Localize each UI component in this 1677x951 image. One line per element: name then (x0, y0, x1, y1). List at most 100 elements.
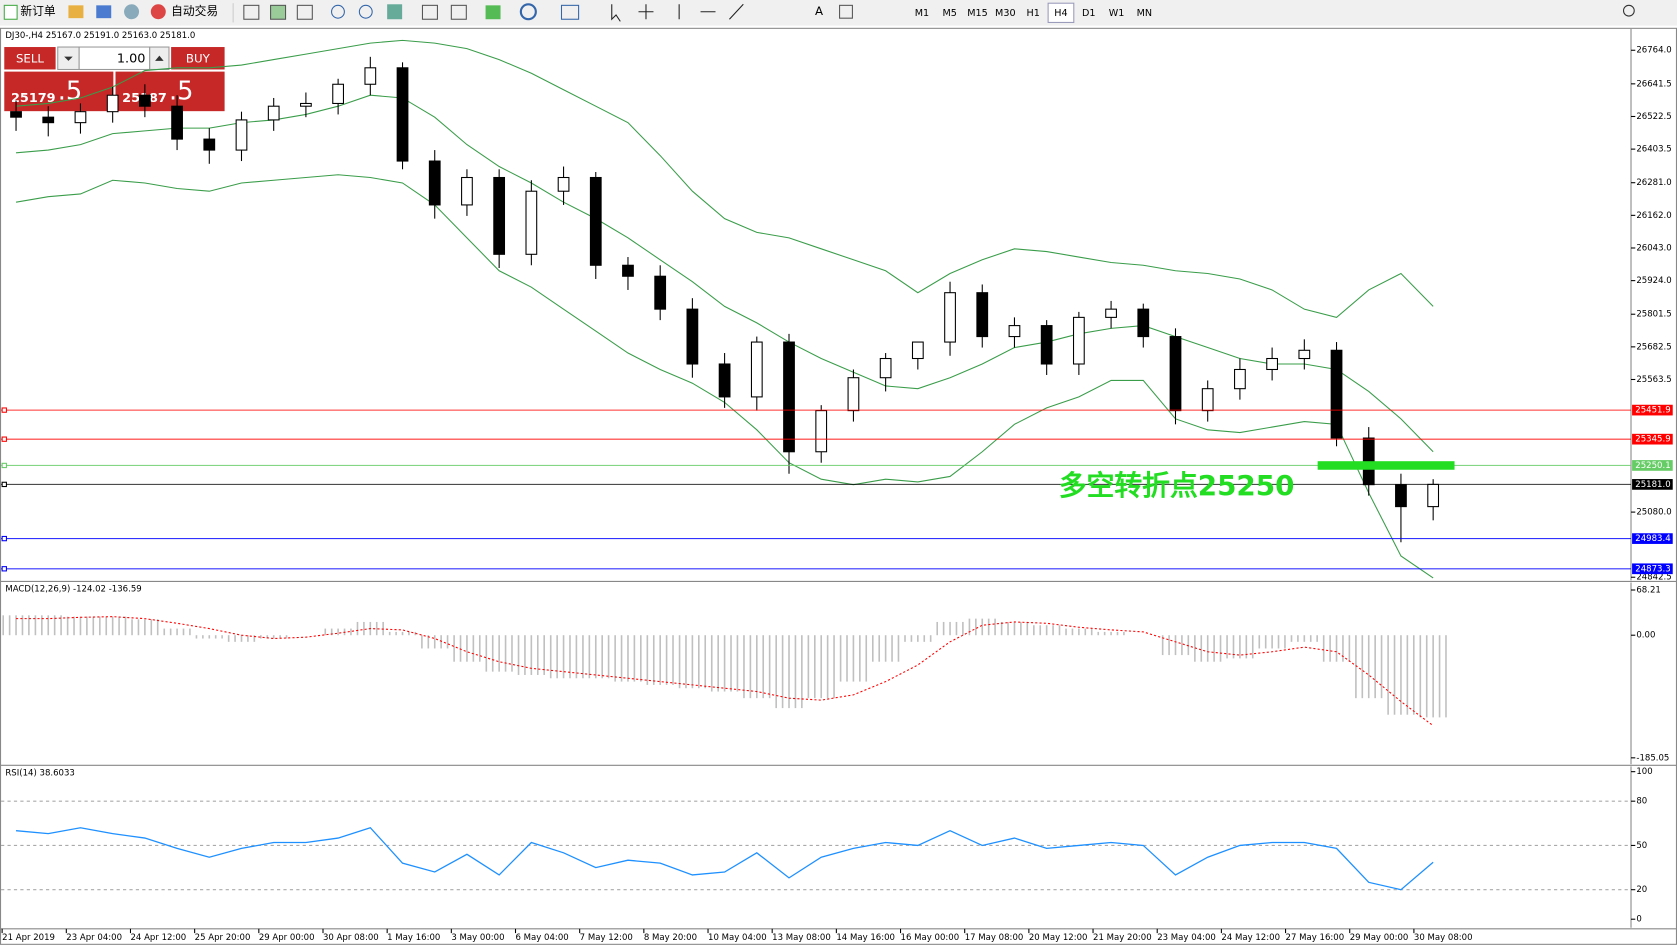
candle-body (1330, 349, 1343, 439)
candle-body (106, 94, 119, 113)
new-order-icon[interactable] (3, 4, 18, 20)
icon[interactable] (450, 4, 467, 20)
candle-body (396, 67, 409, 162)
candle-body (203, 138, 216, 151)
level-label: 25181.0 (1635, 480, 1670, 490)
search-icon[interactable] (1622, 4, 1635, 17)
auto-trading-icon[interactable] (150, 4, 166, 20)
lots[interactable]: 1.00 (117, 51, 146, 66)
timeframe-button[interactable]: MN (1137, 8, 1152, 19)
candle-body (1395, 484, 1407, 508)
candle-body (879, 357, 892, 379)
candle-body (847, 377, 860, 412)
y-tick-label: 26043.0 (1636, 243, 1671, 253)
line-tools[interactable] (678, 3, 744, 20)
icon[interactable] (124, 4, 140, 20)
x-tick-label: 24 Apr 12:00 (130, 933, 186, 943)
y-tick-label: 100 (1636, 767, 1652, 777)
timeframes: M1 M5 M15 M30 H1 H4 D1 W1 MN (915, 2, 1152, 23)
icon[interactable] (296, 4, 313, 20)
cursor-icon[interactable] (611, 4, 621, 22)
rsi-line (15, 826, 1434, 891)
candle-body (750, 341, 763, 398)
candle-body (622, 264, 634, 277)
level-label: 25451.9 (1635, 406, 1670, 416)
icon[interactable] (270, 4, 287, 20)
icon[interactable] (96, 5, 112, 19)
y-tick-label: 25801.5 (1636, 310, 1671, 320)
timeframe-button[interactable]: W1 (1109, 8, 1125, 19)
candle-body (461, 176, 473, 206)
y-tick-label: 0.00 (1636, 631, 1655, 641)
candle-body (171, 105, 183, 140)
y-tick-label: 50 (1636, 841, 1647, 851)
level-handle (1, 566, 7, 572)
buy-button[interactable] (171, 47, 225, 70)
level-tag (1632, 563, 1673, 575)
y-tick-label: 26522.5 (1636, 112, 1671, 122)
icon[interactable] (68, 5, 84, 19)
sell-price-box[interactable] (4, 71, 114, 112)
timeframe-button[interactable]: H4 (1054, 8, 1067, 19)
level-handle (1, 407, 7, 413)
panel-title: MACD(12,26,9) -124.02 -136.59 (5, 584, 141, 594)
timeframe-button[interactable]: M1 (915, 8, 929, 19)
candle-body (1169, 336, 1182, 412)
candle-body (332, 83, 344, 104)
icon[interactable] (243, 4, 260, 20)
level-label: 25345.9 (1635, 435, 1670, 445)
candle-body (815, 410, 828, 453)
new-order[interactable]: 新订单 (20, 4, 56, 18)
candle-body (976, 292, 989, 338)
bollinger-middle (15, 94, 1434, 453)
timeframe-button[interactable]: M15 (967, 8, 988, 19)
level-tag (1632, 404, 1673, 416)
zoom-in[interactable] (331, 4, 345, 19)
sell-label[interactable]: SELL (16, 51, 44, 65)
toolbar (0, 0, 1677, 26)
timeframe-button[interactable]: M5 (943, 8, 957, 19)
icon[interactable] (485, 5, 501, 20)
buy-price-box[interactable] (115, 71, 225, 112)
label-tool[interactable] (839, 4, 853, 19)
buy-fraction[interactable]: .5 (169, 76, 193, 106)
buy-label[interactable]: BUY (186, 51, 211, 65)
x-tick-label: 25 Apr 20:00 (195, 933, 251, 943)
icon[interactable] (421, 4, 438, 20)
y-tick-label: 26162.0 (1636, 211, 1671, 221)
x-tick-label: 21 Apr 2019 (2, 933, 55, 943)
candle-body (1008, 325, 1021, 338)
icon[interactable] (519, 3, 537, 21)
level-label: 25250.1 (1635, 461, 1670, 471)
x-tick-label: 23 May 04:00 (1157, 933, 1216, 943)
icon[interactable] (560, 4, 580, 20)
icon[interactable] (387, 4, 403, 20)
candle-body (654, 275, 667, 310)
x-tick-label: 23 Apr 04:00 (66, 933, 122, 943)
y-tick-label: -185.05 (1636, 753, 1669, 763)
text-tool[interactable]: A (815, 4, 823, 18)
level-tag (1632, 460, 1673, 471)
candle-body (1105, 308, 1117, 318)
y-tick-label: 25080.0 (1636, 508, 1671, 518)
level-handle (1, 462, 7, 469)
sell-price[interactable]: 25179 (11, 91, 56, 106)
timeframe-button[interactable]: H1 (1026, 8, 1039, 19)
y-tick-label: 20 (1636, 885, 1647, 895)
sell-fraction[interactable]: .5 (58, 76, 82, 106)
bollinger-upper (15, 39, 1434, 318)
sell-button[interactable] (4, 47, 56, 70)
crosshair-icon[interactable] (638, 4, 654, 20)
candle-body (1072, 316, 1085, 365)
x-tick-label: 24 May 12:00 (1221, 933, 1280, 943)
level-handle (1, 436, 7, 442)
level-handle (1, 481, 7, 488)
timeframe-button[interactable]: M30 (995, 8, 1016, 19)
timeframe-button[interactable]: D1 (1082, 8, 1096, 19)
x-tick-label: 21 May 20:00 (1093, 933, 1152, 943)
auto-trading[interactable]: 自动交易 (171, 4, 218, 18)
zoom-out[interactable] (358, 4, 373, 19)
y-tick-label: 24842.5 (1636, 573, 1671, 583)
candle-body (911, 341, 924, 360)
